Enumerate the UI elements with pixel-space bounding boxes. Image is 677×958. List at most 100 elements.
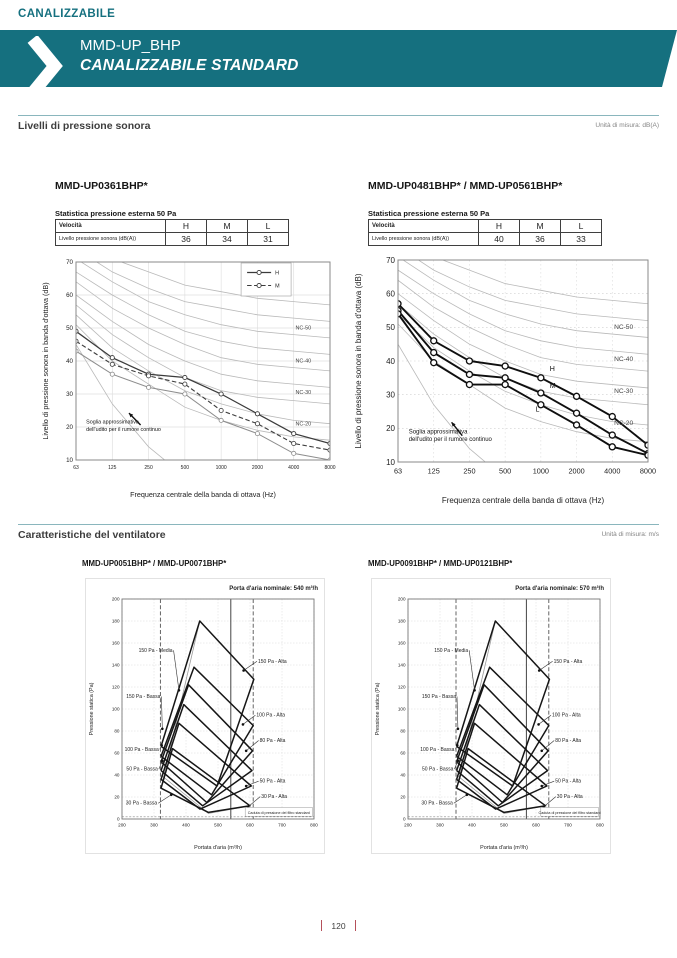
- svg-text:150 Pa - Media: 150 Pa - Media: [139, 648, 173, 654]
- svg-text:NC-20: NC-20: [614, 420, 633, 427]
- svg-text:50: 50: [386, 323, 395, 332]
- svg-text:180: 180: [398, 619, 406, 624]
- fan-model-title-right: MMD-UP0091BHP* / MMD-UP0121BHP*: [368, 559, 513, 568]
- svg-text:700: 700: [564, 823, 572, 828]
- table-row: Livello pressione sonora (dB(A)) 40 36 3…: [368, 232, 602, 246]
- svg-text:100: 100: [112, 707, 120, 712]
- svg-text:dell'udito per il rumore conti: dell'udito per il rumore continuo: [409, 437, 493, 443]
- svg-text:100: 100: [398, 707, 406, 712]
- value-h: 36: [165, 232, 207, 246]
- svg-text:80: 80: [400, 729, 406, 734]
- svg-text:120: 120: [398, 685, 406, 690]
- svg-text:30: 30: [386, 390, 395, 399]
- svg-text:40: 40: [114, 773, 120, 778]
- svg-text:NC-50: NC-50: [614, 324, 633, 331]
- svg-text:1000: 1000: [533, 466, 549, 475]
- svg-text:125: 125: [428, 466, 440, 475]
- col-header-h: H: [165, 219, 207, 233]
- category-label: CANALIZZABILE: [18, 8, 116, 20]
- row-label: Livello pressione sonora (dB(A)): [368, 232, 479, 246]
- svg-text:50 Pa - Alta: 50 Pa - Alta: [555, 779, 581, 785]
- svg-text:150 Pa - Alta: 150 Pa - Alta: [258, 659, 287, 665]
- svg-text:500: 500: [500, 823, 508, 828]
- svg-text:160: 160: [112, 641, 120, 646]
- col-header-velocita: Velocità: [55, 219, 166, 233]
- pressure-table-left: Velocità H M L Livello pressione sonora …: [55, 219, 289, 246]
- svg-text:100 Pa - Alta: 100 Pa - Alta: [256, 713, 285, 719]
- value-h: 40: [478, 232, 520, 246]
- chevron-right-icon: [27, 36, 63, 96]
- svg-text:30: 30: [66, 391, 73, 398]
- svg-text:150 Pa - Bassa: 150 Pa - Bassa: [126, 694, 160, 700]
- svg-text:NC-40: NC-40: [296, 359, 312, 365]
- svg-text:700: 700: [278, 823, 286, 828]
- footer-bar-right: [354, 920, 356, 932]
- value-l: 31: [247, 232, 289, 246]
- svg-text:NC-20: NC-20: [296, 421, 312, 427]
- col-header-h: H: [478, 219, 520, 233]
- svg-text:800: 800: [310, 823, 318, 828]
- svg-text:70: 70: [386, 256, 395, 265]
- svg-text:Frequenza centrale della banda: Frequenza centrale della banda di ottava…: [442, 496, 605, 505]
- svg-text:50 Pa - Alta: 50 Pa - Alta: [260, 779, 286, 785]
- svg-text:600: 600: [532, 823, 540, 828]
- svg-text:2000: 2000: [252, 465, 263, 471]
- svg-text:8000: 8000: [324, 465, 335, 471]
- table-row: Livello pressione sonora (dB(A)) 36 34 3…: [55, 232, 289, 246]
- svg-text:60: 60: [386, 289, 395, 298]
- svg-text:250: 250: [144, 465, 153, 471]
- svg-text:400: 400: [468, 823, 476, 828]
- svg-text:Frequenza centrale della banda: Frequenza centrale della banda di ottava…: [130, 490, 276, 499]
- model-title-0361: MMD-UP0361BHP*: [55, 180, 148, 192]
- fan-chart-frame-left: Porta d'aria nominale: 540 m³/h 0 20 40 60 80…: [85, 578, 325, 854]
- section-fan-unit: Unità di misura: m/s: [601, 531, 659, 538]
- svg-text:NC-30: NC-30: [296, 390, 312, 396]
- svg-text:Livello di pressione sonora in: Livello di pressione sonora in banda d'o…: [354, 273, 363, 448]
- svg-text:0: 0: [117, 817, 120, 822]
- svg-text:250: 250: [463, 466, 475, 475]
- table-title-right: Statistica pressione esterna 50 Pa: [368, 209, 490, 218]
- value-l: 33: [560, 232, 602, 246]
- svg-text:Portata d'aria (m³/h): Portata d'aria (m³/h): [480, 845, 528, 851]
- svg-text:60: 60: [114, 751, 120, 756]
- svg-text:125: 125: [108, 465, 117, 471]
- svg-text:150 Pa - Bassa: 150 Pa - Bassa: [422, 694, 456, 700]
- svg-text:4000: 4000: [604, 466, 620, 475]
- svg-text:NC-30: NC-30: [614, 388, 633, 395]
- svg-text:200: 200: [404, 823, 412, 828]
- svg-text:300: 300: [436, 823, 444, 828]
- svg-text:100 Pa - Bassa: 100 Pa - Bassa: [125, 747, 159, 753]
- svg-text:180: 180: [112, 619, 120, 624]
- noise-chart-0481-0561: 10 20 30 40 50 60 70 63 125 250 500 1000 2000 4000 800…: [354, 256, 656, 505]
- page-footer: 120: [0, 920, 677, 932]
- svg-text:20: 20: [400, 795, 406, 800]
- fan-chart-frame-right: Porta d'aria nominale: 570 m³/h 0 20 40 60 80…: [371, 578, 611, 854]
- svg-text:Porta d'aria nominale: 540 m³/: Porta d'aria nominale: 540 m³/h: [229, 585, 318, 592]
- svg-text:80: 80: [114, 729, 120, 734]
- svg-text:0: 0: [403, 817, 406, 822]
- banner-title: MMD-UP_BHP: [80, 37, 181, 54]
- svg-text:500: 500: [181, 465, 190, 471]
- svg-text:30 Pa - Bassa: 30 Pa - Bassa: [421, 801, 453, 807]
- value-m: 36: [519, 232, 561, 246]
- svg-text:Portata d'aria (m³/h): Portata d'aria (m³/h): [194, 845, 242, 851]
- svg-text:200: 200: [118, 823, 126, 828]
- svg-text:80 Pa - Alta: 80 Pa - Alta: [555, 738, 581, 744]
- svg-text:H: H: [275, 270, 279, 276]
- svg-text:30 Pa - Bassa: 30 Pa - Bassa: [126, 801, 158, 807]
- svg-text:M: M: [550, 382, 556, 390]
- fan-model-title-left: MMD-UP0051BHP* / MMD-UP0071BHP*: [82, 559, 227, 568]
- svg-text:200: 200: [398, 597, 406, 602]
- footer-bar-left: [321, 920, 323, 932]
- svg-text:150 Pa - Media: 150 Pa - Media: [434, 648, 468, 654]
- svg-text:Pressione statica (Pa): Pressione statica (Pa): [89, 682, 95, 735]
- title-banner: [0, 30, 677, 87]
- svg-text:63: 63: [394, 466, 402, 475]
- svg-text:20: 20: [66, 424, 73, 431]
- svg-text:40: 40: [66, 358, 73, 365]
- noise-chart-0361: 10 20 30 40 50 60 70 63 125 250 500 1000 2000 4000 800…: [41, 259, 336, 499]
- svg-text:80 Pa - Alta: 80 Pa - Alta: [260, 738, 286, 744]
- svg-text:120: 120: [112, 685, 120, 690]
- section-sound-unit: Unità di misura: dB(A): [595, 122, 659, 129]
- svg-text:800: 800: [596, 823, 604, 828]
